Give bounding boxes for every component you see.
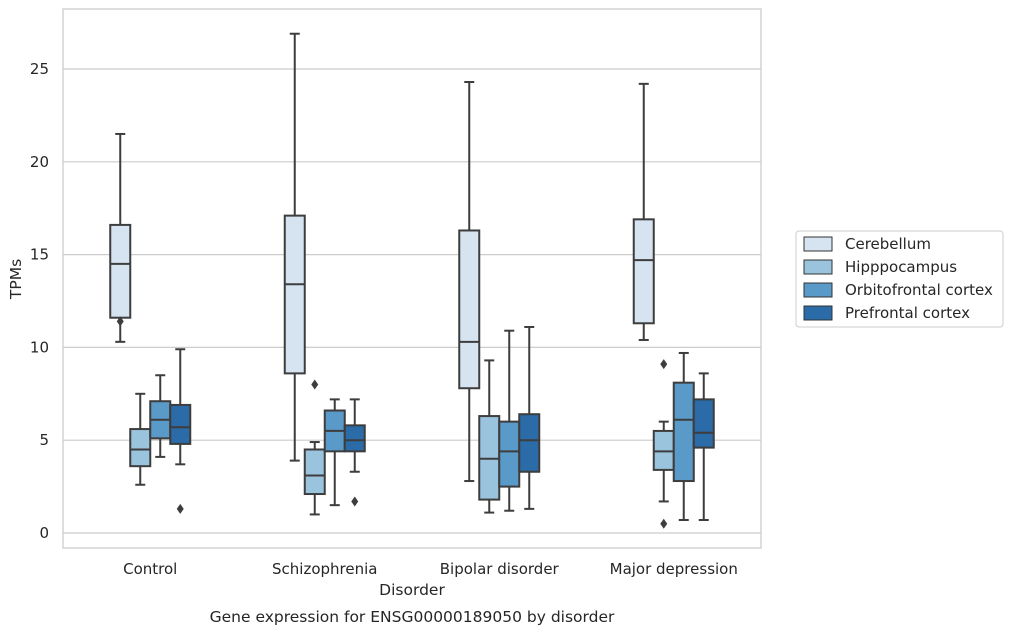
box-iqr [458, 229, 481, 390]
box-group [109, 132, 132, 343]
legend-label: Prefrontal cortex [845, 304, 970, 322]
box-group [283, 32, 306, 462]
box-iqr [109, 223, 132, 319]
x-tick-label: Major depression [610, 560, 738, 578]
y-tick-label: 25 [30, 60, 49, 78]
box-group [458, 80, 481, 483]
outlier-point [351, 496, 359, 507]
box-iqr [692, 398, 715, 449]
y-tick-label: 20 [30, 153, 49, 171]
box-iqr [129, 428, 152, 468]
boxes [109, 32, 715, 529]
y-tick-label: 5 [39, 431, 49, 449]
outlier-point [176, 503, 184, 514]
legend-label: Orbitofrontal cortex [845, 281, 993, 299]
y-tick-labels: 0 5 10 15 20 25 [30, 60, 49, 542]
box-iqr [672, 381, 695, 483]
y-tick-label: 10 [30, 338, 49, 356]
x-axis-title: Disorder [379, 581, 445, 599]
outlier-point [116, 316, 124, 327]
outlier-point [311, 379, 319, 390]
box-group [652, 359, 675, 529]
legend-frame [795, 230, 1004, 328]
outlier-point [660, 518, 668, 529]
box-group [632, 82, 655, 341]
box-group [303, 379, 326, 516]
legend-swatch [803, 236, 833, 252]
legend-swatch [803, 282, 833, 298]
box-iqr [518, 413, 541, 473]
chart-title: Gene expression for ENSG00000189050 by d… [210, 608, 615, 626]
x-tick-label: Bipolar disorder [440, 560, 560, 578]
x-tick-label: Schizophrenia [272, 560, 377, 578]
box-group [518, 325, 541, 510]
box-iqr [343, 424, 366, 453]
legend: Cerebellum Hipppocampus Orbitofrontal cort… [795, 230, 1004, 328]
y-axis-title: TPMs [7, 259, 25, 300]
box-group [343, 398, 366, 507]
box-iqr [632, 218, 655, 325]
y-tick-label: 0 [39, 524, 49, 542]
box-group [169, 348, 192, 514]
y-tick-label: 15 [30, 246, 49, 264]
legend-swatch [803, 259, 833, 275]
x-tick-label: Control [123, 560, 177, 578]
legend-swatch [803, 305, 833, 321]
legend-label: Cerebellum [845, 235, 931, 253]
legend-label: Hipppocampus [845, 258, 957, 276]
x-tick-labels: Control Schizophrenia Bipolar disorder Majo… [123, 560, 738, 578]
box-group [129, 392, 152, 486]
box-iqr [303, 448, 326, 496]
box-group [692, 372, 715, 522]
outlier-point [660, 359, 668, 370]
box-group [323, 398, 346, 507]
box-iqr [498, 420, 521, 488]
box-group [149, 374, 172, 458]
box-iqr [283, 214, 306, 375]
box-iqr [169, 403, 192, 445]
